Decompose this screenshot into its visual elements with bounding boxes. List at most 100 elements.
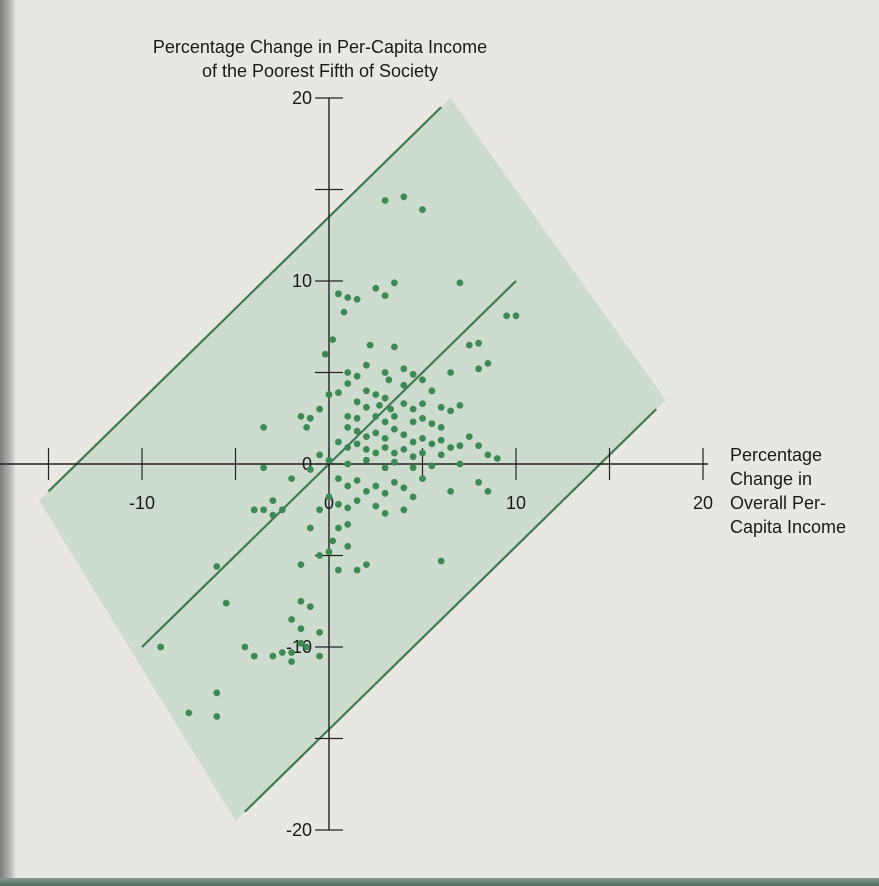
data-point <box>512 312 520 320</box>
data-point <box>381 418 389 426</box>
band-upper-line <box>47 106 442 493</box>
data-point <box>484 360 492 367</box>
data-point <box>329 537 337 545</box>
data-point <box>372 449 380 457</box>
data-point <box>335 438 342 446</box>
data-point <box>353 566 361 574</box>
data-point <box>241 643 249 651</box>
data-point <box>344 424 352 431</box>
data-point <box>335 566 342 574</box>
data-point <box>381 435 389 442</box>
data-point <box>269 497 277 504</box>
data-point <box>250 652 258 660</box>
data-point <box>316 506 323 514</box>
x-tick-label: -10 <box>129 493 155 513</box>
data-point <box>353 440 361 448</box>
data-point <box>250 506 258 514</box>
data-point <box>447 488 454 495</box>
data-point <box>288 649 295 656</box>
data-point <box>363 433 370 440</box>
data-point <box>316 629 323 636</box>
data-point <box>372 502 380 510</box>
data-point <box>428 440 436 448</box>
data-point <box>344 369 352 376</box>
data-point <box>344 294 352 301</box>
data-point <box>381 292 389 299</box>
data-point <box>297 597 305 605</box>
data-point <box>363 456 370 464</box>
data-point <box>363 387 370 395</box>
data-point <box>381 197 389 204</box>
data-point <box>400 431 408 439</box>
data-point <box>475 478 482 486</box>
data-point <box>363 403 370 411</box>
data-point <box>447 369 454 376</box>
data-point <box>306 603 314 611</box>
data-point <box>321 350 329 358</box>
y-tick-label: 0 <box>302 454 312 474</box>
data-point <box>391 279 398 287</box>
scan-binding-shadow <box>0 0 16 886</box>
data-point <box>409 438 417 446</box>
data-point <box>391 413 398 420</box>
data-point <box>381 444 389 451</box>
data-point <box>400 365 408 373</box>
data-point <box>306 524 314 532</box>
data-point <box>363 446 370 453</box>
data-point <box>391 449 398 457</box>
data-point <box>419 400 426 407</box>
data-point <box>288 658 295 665</box>
data-point <box>419 475 426 482</box>
data-point <box>353 398 361 406</box>
data-point <box>335 500 342 508</box>
data-point <box>437 403 445 411</box>
x-tick-label: 20 <box>693 493 713 513</box>
data-point <box>278 649 286 656</box>
data-point <box>344 482 352 490</box>
data-point <box>400 381 408 389</box>
data-point <box>306 414 314 422</box>
data-point <box>456 442 464 450</box>
data-point <box>419 449 426 457</box>
data-point <box>372 429 380 437</box>
y-axis-label: Percentage Change in Per-Capita Income o… <box>110 35 530 83</box>
data-point <box>344 444 352 451</box>
data-point <box>329 336 337 343</box>
data-point <box>493 455 501 462</box>
data-point <box>366 341 374 349</box>
data-point <box>400 400 408 407</box>
data-point <box>344 504 352 512</box>
data-point <box>437 557 445 565</box>
y-tick-label: 10 <box>292 271 312 291</box>
data-point <box>335 290 342 298</box>
data-point <box>288 475 295 482</box>
data-point <box>213 563 221 570</box>
data-point <box>353 414 361 422</box>
data-point <box>303 424 310 431</box>
x-axis-label-line-3: Overall Per- <box>730 493 827 513</box>
data-point <box>325 391 333 398</box>
data-point <box>456 460 464 468</box>
x-tick-label: 0 <box>324 493 334 513</box>
x-axis-label-line-1: Percentage <box>730 445 823 465</box>
data-point <box>391 478 398 486</box>
data-point <box>372 413 380 420</box>
data-point <box>391 425 398 433</box>
data-point <box>419 376 426 384</box>
data-point <box>376 402 383 409</box>
data-point <box>437 451 445 459</box>
data-point <box>484 488 492 495</box>
data-point <box>340 308 348 316</box>
data-point <box>475 365 482 373</box>
data-point <box>157 643 165 651</box>
data-point <box>503 312 510 320</box>
data-point <box>381 489 389 497</box>
data-point <box>344 521 352 528</box>
data-point <box>409 453 417 461</box>
data-point <box>456 279 464 287</box>
y-tick-label: 20 <box>292 88 312 108</box>
data-point <box>297 639 305 647</box>
data-point <box>372 391 380 398</box>
data-point <box>353 497 361 504</box>
